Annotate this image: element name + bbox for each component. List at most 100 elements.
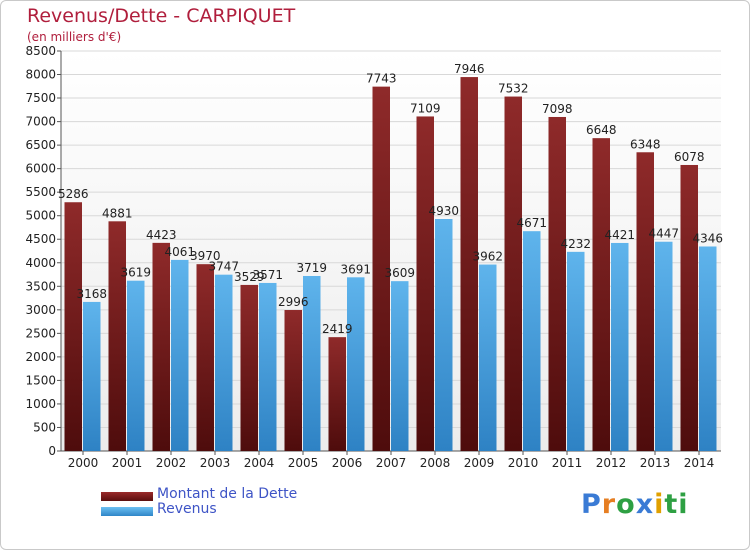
y-tick-label: 0 (48, 444, 56, 458)
data-label-revenue: 3691 (340, 262, 371, 276)
y-tick-label: 5500 (25, 185, 56, 199)
bar-debt (416, 116, 434, 451)
data-label-debt: 7743 (366, 72, 397, 86)
bar-revenue (655, 241, 673, 451)
y-tick-label: 4500 (25, 232, 56, 246)
y-tick-label: 3500 (25, 279, 56, 293)
bar-debt (108, 221, 126, 451)
y-tick-label: 6500 (25, 138, 56, 152)
x-tick-label: 2011 (552, 456, 583, 470)
legend-label-debt: Montant de la Dette (157, 486, 298, 502)
bar-revenue (259, 282, 277, 451)
y-tick-label: 8000 (25, 68, 56, 82)
bar-debt (240, 284, 258, 451)
data-label-debt: 4881 (102, 206, 133, 220)
bar-debt (372, 86, 390, 451)
data-label-revenue: 3609 (384, 266, 415, 280)
proxiti-logo: Proxiti (581, 489, 689, 520)
data-label-debt: 7109 (410, 101, 441, 115)
y-tick-label: 1500 (25, 373, 56, 387)
bar-debt (284, 310, 302, 451)
data-label-revenue: 4061 (164, 245, 195, 259)
y-tick-label: 3000 (25, 303, 56, 317)
y-tick-label: 6000 (25, 162, 56, 176)
x-tick-label: 2006 (332, 456, 363, 470)
x-tick-label: 2007 (376, 456, 407, 470)
data-label-debt: 4423 (146, 228, 177, 242)
legend-swatch-revenue (101, 507, 153, 516)
x-tick-label: 2001 (112, 456, 143, 470)
data-label-revenue: 3619 (120, 266, 151, 280)
data-label-debt: 3529 (234, 270, 265, 284)
chart-title: Revenus/Dette - CARPIQUET (27, 5, 296, 27)
x-tick-label: 2009 (464, 456, 495, 470)
bar-revenue (347, 277, 365, 451)
bar-debt (64, 202, 82, 451)
x-tick-label: 2003 (200, 456, 231, 470)
data-label-debt: 7946 (454, 62, 485, 76)
bar-revenue (303, 275, 321, 451)
brand-letter: i (654, 489, 665, 520)
data-label-revenue: 4447 (648, 227, 679, 241)
brand-letter: x (635, 489, 655, 520)
bar-debt (680, 164, 698, 451)
x-tick-label: 2005 (288, 456, 319, 470)
x-tick-label: 2002 (156, 456, 187, 470)
x-tick-label: 2012 (596, 456, 627, 470)
y-tick-label: 4000 (25, 256, 56, 270)
bar-revenue (523, 231, 541, 451)
legend-swatch-debt (101, 492, 153, 501)
data-label-debt: 6648 (586, 123, 617, 137)
bar-revenue (391, 281, 409, 451)
bar-debt (460, 77, 478, 451)
chart-subtitle: (en milliers d'€) (27, 30, 122, 44)
y-tick-label: 7500 (25, 91, 56, 105)
data-label-revenue: 4671 (516, 216, 547, 230)
bar-debt (152, 242, 170, 451)
brand-letter: r (601, 489, 617, 520)
x-tick-label: 2000 (68, 456, 99, 470)
y-tick-label: 5000 (25, 209, 56, 223)
x-tick-label: 2013 (640, 456, 671, 470)
data-label-debt: 7532 (498, 82, 529, 96)
y-tick-label: 500 (33, 420, 56, 434)
x-tick-label: 2014 (684, 456, 715, 470)
bar-revenue (479, 264, 497, 451)
bar-revenue (611, 242, 629, 451)
bar-revenue (567, 251, 585, 451)
data-label-debt: 7098 (542, 102, 573, 116)
y-tick-label: 1000 (25, 397, 56, 411)
data-label-revenue: 4232 (560, 237, 591, 251)
brand-letter: P (581, 489, 602, 520)
bar-debt (196, 264, 214, 451)
data-label-debt: 5286 (58, 187, 89, 201)
y-tick-label: 2000 (25, 350, 56, 364)
x-tick-label: 2008 (420, 456, 451, 470)
data-label-debt: 6078 (674, 150, 705, 164)
y-tick-label: 7000 (25, 115, 56, 129)
bar-debt (504, 96, 522, 451)
bar-debt (592, 138, 610, 451)
x-tick-label: 2010 (508, 456, 539, 470)
brand-letter: ti (664, 489, 689, 520)
data-label-revenue: 4421 (604, 228, 635, 242)
y-tick-label: 2500 (25, 326, 56, 340)
data-label-debt: 2996 (278, 295, 309, 309)
x-tick-label: 2004 (244, 456, 275, 470)
data-label-revenue: 3962 (472, 250, 503, 264)
data-label-revenue: 4346 (692, 231, 723, 245)
data-label-revenue: 4930 (428, 204, 459, 218)
bar-debt (548, 116, 566, 451)
legend-label-revenue: Revenus (157, 501, 217, 517)
bar-debt (328, 337, 346, 451)
data-label-revenue: 3571 (252, 268, 283, 282)
data-label-debt: 3970 (190, 249, 221, 263)
bar-revenue (171, 259, 189, 451)
bar-revenue (435, 219, 453, 451)
bar-revenue (699, 246, 717, 451)
bar-revenue (215, 274, 233, 451)
data-label-revenue: 3747 (208, 260, 239, 274)
data-label-debt: 2419 (322, 322, 353, 336)
